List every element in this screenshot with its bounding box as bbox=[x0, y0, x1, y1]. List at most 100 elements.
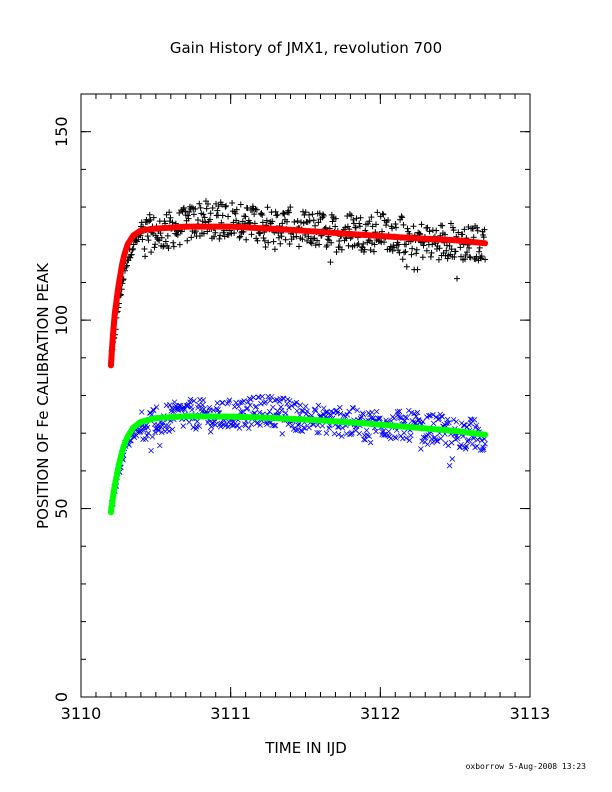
fit-curve bbox=[107, 413, 489, 516]
data-point-cross bbox=[408, 432, 414, 439]
data-point-cross bbox=[248, 396, 254, 403]
data-point-plus bbox=[395, 247, 402, 254]
x-tick-label: 3113 bbox=[510, 704, 551, 723]
data-point-cross bbox=[219, 399, 226, 406]
data-point-cross bbox=[453, 418, 460, 425]
data-point-plus bbox=[170, 243, 177, 250]
data-point-plus bbox=[324, 236, 331, 243]
data-point-plus bbox=[164, 232, 171, 239]
data-point-plus bbox=[130, 245, 137, 252]
data-point-plus bbox=[197, 204, 204, 211]
data-point-plus bbox=[242, 213, 249, 220]
data-point-plus bbox=[259, 219, 266, 226]
data-point-plus bbox=[350, 216, 357, 223]
data-point-plus bbox=[188, 204, 195, 211]
data-point-plus bbox=[302, 209, 309, 216]
data-point-plus bbox=[248, 231, 255, 238]
data-point-plus bbox=[371, 241, 378, 248]
data-point-plus bbox=[158, 234, 165, 241]
data-point-cross bbox=[138, 409, 145, 415]
data-point-plus bbox=[160, 243, 167, 250]
data-point-plus bbox=[433, 245, 440, 252]
data-point-plus bbox=[389, 225, 396, 232]
x-tick-label: 3110 bbox=[61, 704, 102, 723]
data-point-cross bbox=[480, 444, 486, 451]
data-point-cross bbox=[217, 423, 224, 430]
data-point-plus bbox=[132, 237, 139, 244]
data-point-plus bbox=[466, 253, 473, 260]
data-point-plus bbox=[166, 209, 173, 216]
data-point-cross bbox=[242, 422, 249, 429]
data-point-plus bbox=[320, 211, 327, 218]
data-point-cross bbox=[148, 447, 154, 454]
data-point-cross bbox=[289, 422, 296, 429]
data-point-plus bbox=[392, 221, 399, 228]
data-point-cross bbox=[396, 408, 403, 415]
data-point-plus bbox=[381, 239, 388, 246]
data-point-plus bbox=[180, 204, 187, 211]
data-point-plus bbox=[332, 215, 339, 222]
data-point-plus bbox=[163, 211, 170, 218]
data-point-plus bbox=[350, 220, 357, 227]
data-point-cross bbox=[464, 438, 471, 445]
data-point-plus bbox=[165, 245, 172, 252]
data-point-plus bbox=[259, 212, 266, 219]
data-point-plus bbox=[413, 250, 420, 257]
data-point-cross bbox=[424, 441, 431, 448]
data-point-cross bbox=[200, 397, 207, 403]
data-point-plus bbox=[436, 245, 443, 252]
data-point-cross bbox=[270, 404, 276, 411]
data-point-plus bbox=[319, 214, 326, 221]
data-point-plus bbox=[462, 251, 469, 258]
data-point-plus bbox=[328, 239, 335, 246]
data-point-plus bbox=[457, 244, 464, 251]
data-point-plus bbox=[447, 220, 454, 227]
data-point-plus bbox=[139, 236, 146, 243]
data-point-plus bbox=[312, 222, 319, 229]
data-point-plus bbox=[433, 227, 440, 234]
black-plus-series bbox=[107, 198, 489, 367]
data-point-cross bbox=[335, 424, 341, 430]
data-point-plus bbox=[262, 244, 269, 251]
data-point-cross bbox=[393, 435, 399, 441]
data-point-cross bbox=[272, 397, 278, 404]
data-point-cross bbox=[149, 434, 156, 440]
data-point-plus bbox=[464, 249, 471, 256]
data-point-cross bbox=[319, 423, 326, 429]
data-point-plus bbox=[162, 238, 169, 245]
data-point-plus bbox=[419, 254, 426, 261]
data-point-plus bbox=[300, 220, 307, 227]
data-point-cross bbox=[411, 410, 417, 417]
data-point-plus bbox=[145, 237, 152, 244]
data-point-plus bbox=[348, 212, 355, 219]
data-point-plus bbox=[426, 228, 433, 235]
data-point-plus bbox=[449, 224, 456, 231]
data-point-plus bbox=[207, 210, 214, 217]
data-point-plus bbox=[286, 240, 293, 247]
data-point-cross bbox=[454, 435, 461, 442]
data-point-plus bbox=[418, 221, 425, 228]
data-point-plus bbox=[154, 236, 161, 243]
data-point-cross bbox=[272, 422, 279, 429]
data-point-cross bbox=[364, 432, 371, 439]
data-point-plus bbox=[257, 230, 264, 237]
data-point-plus bbox=[265, 239, 272, 246]
data-point-cross bbox=[312, 406, 318, 413]
data-point-cross bbox=[446, 419, 452, 426]
data-point-cross bbox=[256, 409, 263, 416]
data-point-plus bbox=[448, 246, 455, 253]
data-point-plus bbox=[128, 251, 135, 258]
data-point-plus bbox=[312, 242, 319, 249]
data-point-cross bbox=[314, 422, 321, 429]
data-point-plus bbox=[441, 231, 448, 238]
data-point-plus bbox=[408, 251, 415, 258]
data-point-cross bbox=[300, 424, 307, 431]
data-point-plus bbox=[410, 223, 417, 230]
data-point-plus bbox=[389, 247, 396, 254]
data-point-cross bbox=[463, 443, 470, 450]
data-point-plus bbox=[211, 233, 218, 240]
data-point-cross bbox=[359, 410, 366, 417]
data-point-plus bbox=[461, 226, 468, 233]
data-point-plus bbox=[369, 223, 376, 230]
data-point-cross bbox=[271, 422, 278, 429]
